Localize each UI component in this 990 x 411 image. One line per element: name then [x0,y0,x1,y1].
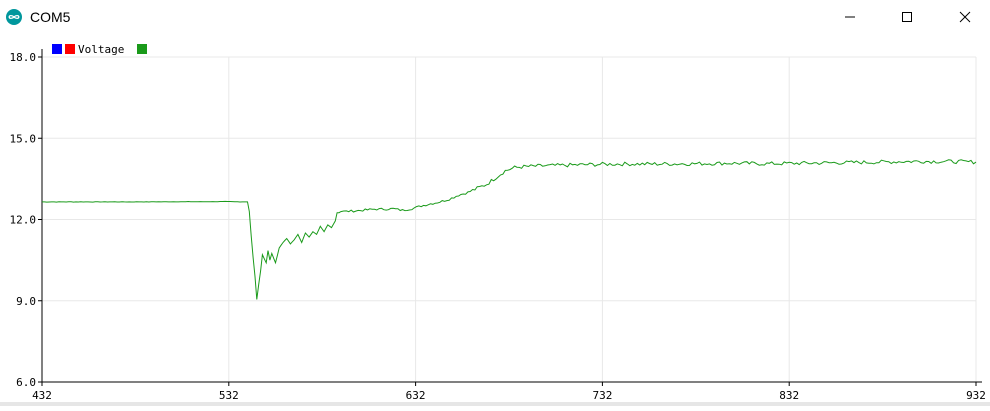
serial-plotter: 432 532 632 732 832 932 6.0 9.0 12.0 15.0 18.0 Vol… [0,34,990,406]
y-tick-label: 12.0 [10,214,37,227]
voltage-chart: 432 532 632 732 832 932 6.0 9.0 12.0 15.0 18.0 Vol… [10,43,986,402]
legend-swatch-red [65,44,75,54]
close-icon [959,11,971,23]
x-tick-label: 832 [779,389,799,402]
x-tick-label: 532 [219,389,239,402]
legend-label-voltage: Voltage [78,43,124,56]
series [42,159,977,300]
legend-swatch-blue [52,44,62,54]
y-tick-label: 6.0 [16,376,36,389]
x-tick-label: 732 [592,389,612,402]
maximize-button[interactable] [884,0,930,34]
minimize-icon [845,16,855,18]
axes: 432 532 632 732 832 932 6.0 9.0 12.0 15.0 18.0 [10,49,986,402]
x-tick-label: 932 [966,389,986,402]
close-button[interactable] [942,0,988,34]
window-title: COM5 [30,9,71,25]
maximize-icon [902,12,912,22]
series-line-voltage [42,159,977,300]
legend-swatch-green [137,44,147,54]
x-tick-label: 432 [32,389,52,402]
grid [42,56,977,382]
y-tick-label: 9.0 [16,295,36,308]
legend: Voltage [52,43,147,56]
y-tick-label: 18.0 [10,51,37,64]
y-tick-label: 15.0 [10,132,37,145]
window-titlebar[interactable]: COM5 [0,0,990,34]
window-bottom-edge [0,402,990,406]
x-tick-label: 632 [406,389,426,402]
minimize-button[interactable] [827,0,873,34]
arduino-infinity-icon [6,9,22,25]
